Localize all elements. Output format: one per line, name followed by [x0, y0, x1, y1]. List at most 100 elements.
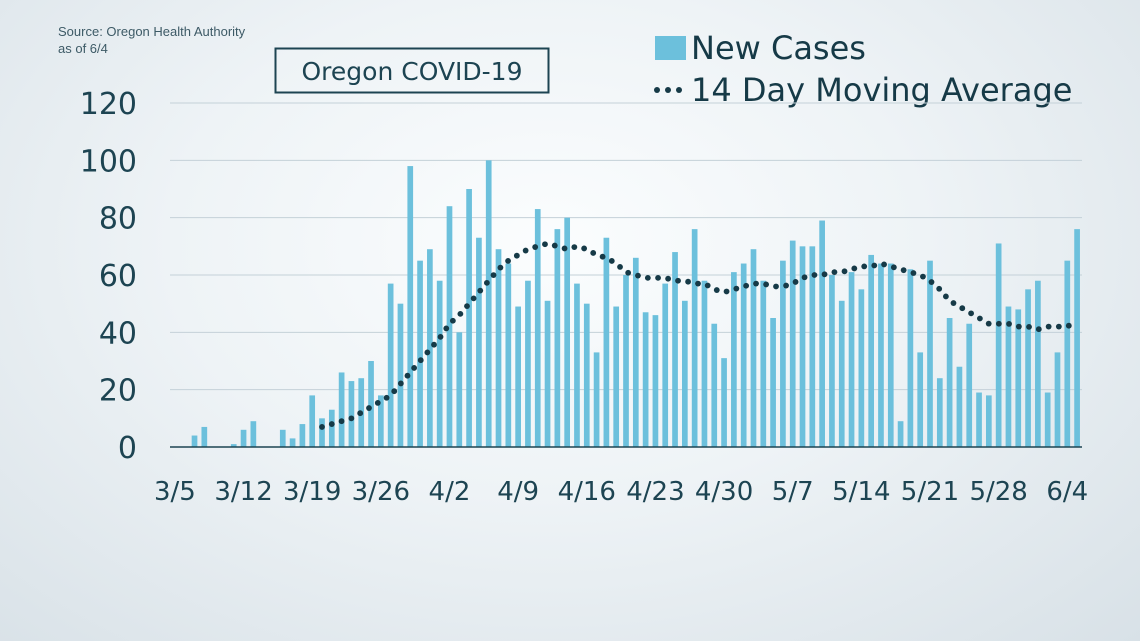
x-tick-label: 4/2 — [429, 477, 471, 507]
moving-average-point — [617, 264, 623, 270]
moving-average-point — [841, 268, 848, 275]
moving-average-point — [1015, 323, 1022, 330]
new-cases-bar — [672, 252, 678, 447]
moving-average-point — [968, 310, 974, 317]
new-cases-bar — [1044, 392, 1051, 447]
new-cases-bar — [936, 378, 943, 447]
new-cases-bar — [485, 160, 492, 447]
moving-average-point — [950, 300, 957, 306]
moving-average-point — [338, 418, 345, 425]
new-cases-bar — [760, 280, 767, 447]
moving-average-point — [457, 310, 464, 317]
new-cases-bar — [201, 426, 208, 447]
new-cases-bar — [1035, 280, 1041, 447]
moving-average-point — [942, 293, 949, 300]
moving-average-point — [532, 244, 539, 250]
moving-average-point — [470, 295, 477, 302]
new-cases-bar — [1005, 306, 1012, 447]
moving-average-point — [571, 244, 578, 251]
y-tick-label: 120 — [80, 87, 137, 122]
moving-average-point — [424, 349, 431, 356]
new-cases-bar — [662, 283, 669, 447]
moving-average-point — [890, 264, 897, 271]
moving-average-point — [851, 265, 858, 272]
new-cases-bar — [868, 254, 875, 447]
new-cases-bar — [809, 246, 816, 447]
moving-average-point — [900, 267, 907, 274]
y-tick-label: 100 — [80, 144, 137, 179]
new-cases-bar — [515, 306, 521, 447]
new-cases-bar — [897, 421, 904, 447]
new-cases-bar — [319, 418, 325, 447]
moving-average-point — [985, 320, 992, 327]
new-cases-bar — [917, 352, 924, 447]
moving-average-point — [477, 287, 484, 294]
new-cases-bar — [338, 372, 345, 447]
y-tick-label: 80 — [99, 202, 137, 237]
x-tick-label: 3/26 — [352, 477, 410, 507]
moving-average-point — [733, 285, 740, 292]
title-box — [274, 47, 550, 94]
moving-average-point — [513, 252, 520, 259]
new-cases-bar — [946, 318, 953, 447]
new-cases-bar — [632, 257, 639, 447]
moving-average-point — [910, 270, 917, 276]
x-axis: 3/5 3/12 3/19 3/26 4/2 4/9 4/16 4/23 4/30 5/7 5/14… — [154, 477, 1088, 507]
x-tick-label: 5/28 — [969, 477, 1027, 507]
new-cases-bar — [701, 280, 708, 447]
new-cases-bar — [466, 189, 472, 447]
new-cases-bar — [407, 166, 414, 447]
moving-average-point — [665, 275, 672, 282]
moving-average-point — [976, 315, 983, 322]
moving-average-point — [995, 320, 1002, 327]
new-cases-bars — [191, 160, 1080, 447]
new-cases-bar — [427, 249, 433, 447]
moving-average-point — [505, 257, 511, 264]
moving-average-point — [551, 242, 558, 249]
moving-average-point — [783, 282, 789, 289]
new-cases-bar — [721, 358, 727, 447]
moving-average-point — [723, 288, 730, 295]
moving-average-point — [811, 272, 818, 278]
moving-average-point — [959, 305, 966, 312]
new-cases-bar — [878, 263, 884, 447]
moving-average-point — [635, 272, 641, 279]
moving-average-point — [1065, 322, 1072, 329]
new-cases-bar — [495, 249, 502, 447]
new-cases-bar — [789, 240, 796, 447]
new-cases-bar — [446, 206, 453, 447]
moving-average-point — [542, 241, 548, 248]
moving-average-point — [928, 279, 935, 285]
moving-average-point — [397, 380, 404, 387]
new-cases-bar — [995, 243, 1002, 447]
new-cases-bar — [887, 263, 894, 447]
moving-average-point — [763, 281, 770, 288]
new-cases-bar — [907, 269, 914, 447]
new-cases-bar — [838, 300, 845, 447]
moving-average-point — [590, 250, 597, 256]
new-cases-bar — [1025, 289, 1031, 447]
x-tick-label: 5/7 — [772, 477, 814, 507]
new-cases-bar — [505, 263, 512, 447]
new-cases-bar — [476, 237, 482, 447]
moving-average-point — [497, 264, 504, 271]
moving-average-point — [608, 258, 615, 264]
moving-average-point — [417, 357, 424, 364]
new-cases-bar — [848, 272, 855, 447]
moving-average-point — [920, 273, 926, 280]
new-cases-bar — [691, 229, 698, 447]
y-tick-label: 60 — [99, 259, 137, 294]
x-tick-label: 6/4 — [1046, 477, 1088, 507]
new-cases-bar — [780, 260, 786, 447]
moving-average-point — [1055, 323, 1062, 330]
new-cases-bar — [544, 300, 551, 447]
new-cases-bar — [642, 312, 649, 447]
new-cases-bar — [652, 315, 659, 447]
moving-average-point — [383, 394, 390, 401]
moving-average-point — [1026, 323, 1032, 330]
new-cases-bar — [603, 237, 610, 447]
new-cases-bar — [750, 249, 757, 447]
as-of-date: as of 6/4 — [58, 41, 108, 56]
new-cases-bar — [799, 246, 806, 447]
moving-average-line — [319, 241, 1072, 430]
